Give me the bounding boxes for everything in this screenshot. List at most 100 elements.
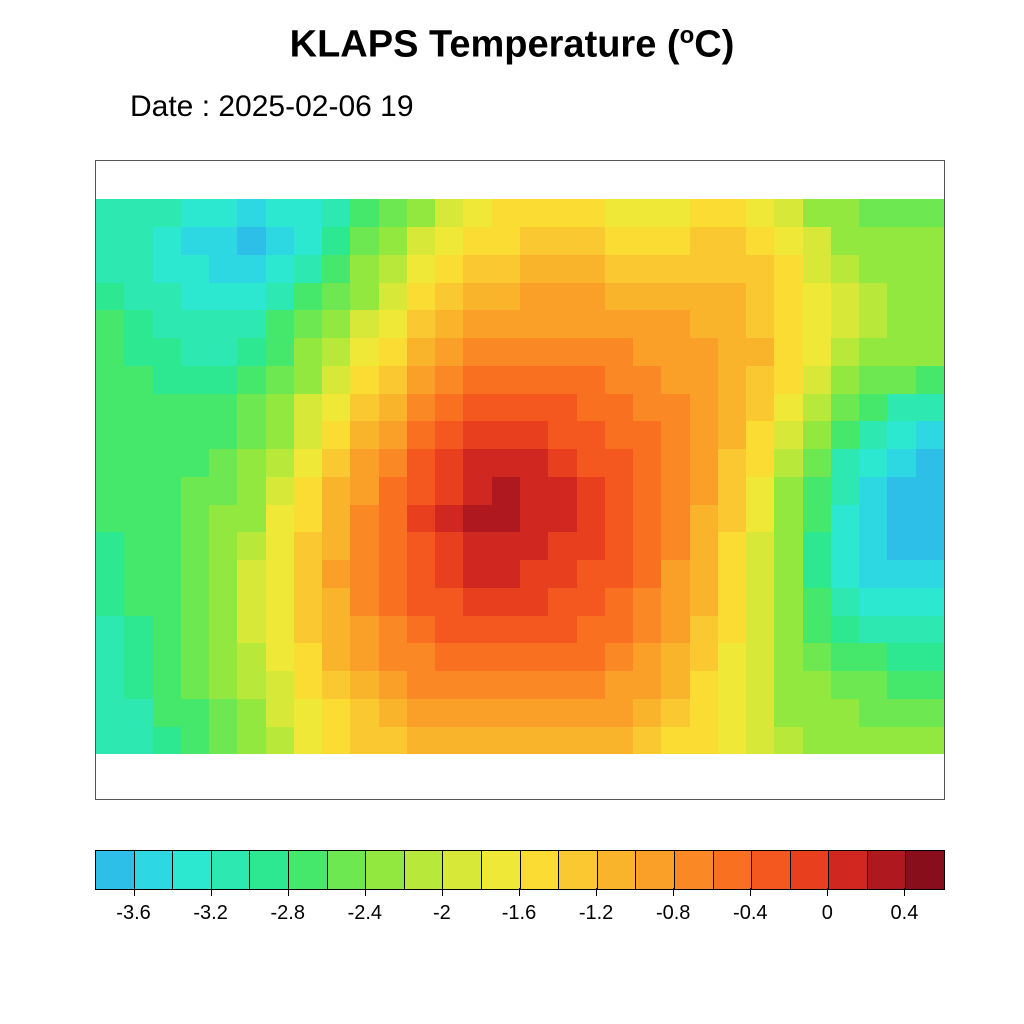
heatmap-cell xyxy=(492,227,520,255)
heatmap-cell xyxy=(831,255,859,283)
heatmap-cell xyxy=(294,255,322,283)
heatmap-cell xyxy=(294,588,322,616)
heatmap-cell xyxy=(435,310,463,338)
heatmap-cell xyxy=(435,227,463,255)
heatmap-cell xyxy=(379,255,407,283)
heatmap-cell xyxy=(774,477,802,505)
heatmap-cell xyxy=(916,283,944,311)
heatmap-cell xyxy=(916,366,944,394)
heatmap-cell xyxy=(633,421,661,449)
heatmap-cell xyxy=(916,588,944,616)
heatmap-row xyxy=(96,477,944,505)
heatmap-cell xyxy=(153,671,181,699)
heatmap-cell xyxy=(237,616,265,644)
heatmap-cell xyxy=(379,227,407,255)
heatmap-cell xyxy=(181,310,209,338)
heatmap-cell xyxy=(350,643,378,671)
heatmap-cell xyxy=(237,671,265,699)
heatmap-cell xyxy=(96,283,124,311)
heatmap-cell xyxy=(746,338,774,366)
heatmap-cell xyxy=(690,671,718,699)
colorbar-tick xyxy=(904,888,905,896)
heatmap-cell xyxy=(237,505,265,533)
heatmap-cell xyxy=(633,255,661,283)
heatmap-cell xyxy=(548,199,576,227)
heatmap-row xyxy=(96,255,944,283)
heatmap-cell xyxy=(435,338,463,366)
heatmap-cell xyxy=(633,394,661,422)
heatmap-cell xyxy=(803,560,831,588)
heatmap-cell xyxy=(492,588,520,616)
heatmap-cell xyxy=(435,671,463,699)
heatmap-cell xyxy=(831,560,859,588)
colorbar-segment xyxy=(328,851,367,889)
heatmap-cell xyxy=(463,394,491,422)
heatmap-cell xyxy=(661,699,689,727)
heatmap-cell xyxy=(746,643,774,671)
colorbar-segment xyxy=(636,851,675,889)
heatmap-cell xyxy=(96,671,124,699)
heatmap-cell xyxy=(379,199,407,227)
heatmap-cell xyxy=(887,255,915,283)
colorbar-tick-label: -2 xyxy=(433,902,451,925)
heatmap-cell xyxy=(153,338,181,366)
heatmap-cell xyxy=(350,560,378,588)
heatmap-cell xyxy=(831,616,859,644)
heatmap-cell xyxy=(209,643,237,671)
heatmap-cell xyxy=(577,588,605,616)
heatmap-cell xyxy=(153,199,181,227)
colorbar-segment xyxy=(173,851,212,889)
heatmap-cell xyxy=(831,532,859,560)
heatmap-cell xyxy=(548,449,576,477)
heatmap-cell xyxy=(548,532,576,560)
heatmap-cell xyxy=(435,477,463,505)
heatmap-cell xyxy=(774,227,802,255)
colorbar-segment xyxy=(250,851,289,889)
heatmap-cell xyxy=(322,643,350,671)
heatmap-cell xyxy=(181,699,209,727)
heatmap-cell xyxy=(520,227,548,255)
heatmap-row xyxy=(96,199,944,227)
heatmap-cell xyxy=(859,394,887,422)
heatmap-cell xyxy=(718,283,746,311)
heatmap-cell xyxy=(605,449,633,477)
heatmap-cell xyxy=(577,283,605,311)
heatmap-cell xyxy=(746,532,774,560)
heatmap-cell xyxy=(548,727,576,755)
heatmap-cell xyxy=(407,727,435,755)
heatmap-cell xyxy=(633,699,661,727)
heatmap-cell xyxy=(322,366,350,394)
heatmap-cell xyxy=(350,588,378,616)
heatmap-cell xyxy=(209,699,237,727)
heatmap-cell xyxy=(774,366,802,394)
heatmap-cell xyxy=(916,560,944,588)
heatmap-cell xyxy=(520,255,548,283)
heatmap-cell xyxy=(803,727,831,755)
heatmap-cell xyxy=(181,505,209,533)
heatmap-cell xyxy=(887,227,915,255)
heatmap-cell xyxy=(887,449,915,477)
heatmap-cell xyxy=(322,394,350,422)
heatmap-cell xyxy=(577,421,605,449)
heatmap-cell xyxy=(492,699,520,727)
heatmap-cell xyxy=(831,366,859,394)
heatmap-cell xyxy=(379,505,407,533)
heatmap-cell xyxy=(294,505,322,533)
heatmap-cell xyxy=(633,560,661,588)
heatmap-row xyxy=(96,616,944,644)
heatmap-cell xyxy=(153,616,181,644)
heatmap-cell xyxy=(718,227,746,255)
heatmap-cell xyxy=(633,588,661,616)
heatmap-cell xyxy=(690,449,718,477)
heatmap-cell xyxy=(718,449,746,477)
heatmap-cell xyxy=(520,449,548,477)
heatmap-cell xyxy=(463,505,491,533)
heatmap-cell xyxy=(153,449,181,477)
heatmap-cell xyxy=(124,394,152,422)
heatmap-cell xyxy=(209,366,237,394)
heatmap-cell xyxy=(209,727,237,755)
heatmap-cell xyxy=(96,394,124,422)
heatmap-cell xyxy=(831,338,859,366)
heatmap-cell xyxy=(237,727,265,755)
heatmap-cell xyxy=(605,338,633,366)
